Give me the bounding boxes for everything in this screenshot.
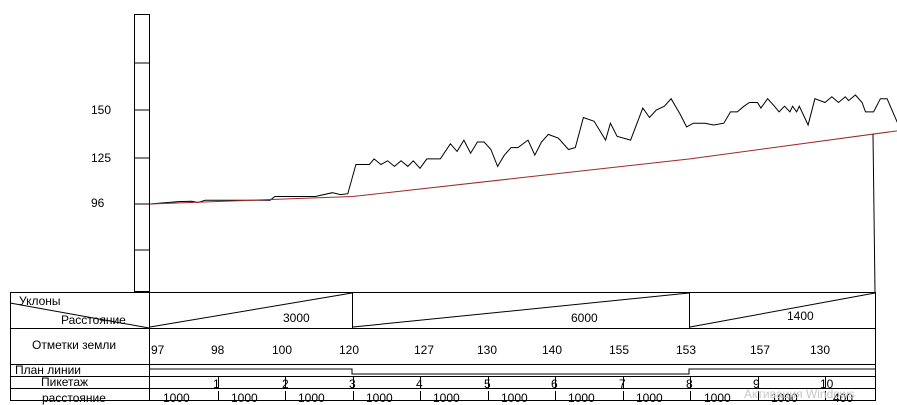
ground-mark-value: 97: [151, 343, 165, 357]
ground-mark-value: 155: [609, 343, 629, 357]
ground-mark-value: 157: [750, 343, 770, 357]
picket-number: 4: [416, 377, 423, 391]
picket-number: 2: [282, 377, 289, 391]
ground-mark-value: 120: [339, 343, 359, 357]
picket-number: 10: [820, 377, 834, 391]
ground-mark-value: 130: [477, 343, 497, 357]
distance-value: 1000: [568, 391, 595, 405]
distance-ticks: [218, 391, 826, 400]
picket-number: 5: [484, 377, 491, 391]
row-label-line-plan: План линии: [15, 363, 81, 377]
slope-value: 1400: [787, 309, 814, 323]
row-label-spacing: расстояние: [42, 391, 106, 405]
profile-table: [9, 292, 876, 401]
distance-value: 1000: [704, 391, 731, 405]
picket-number: 6: [551, 377, 558, 391]
picket-number: 3: [349, 377, 356, 391]
distance-value: 1000: [231, 391, 258, 405]
slope-value: 6000: [571, 311, 598, 325]
distance-value: 1000: [298, 391, 325, 405]
picket-number: 1: [213, 377, 220, 391]
picket-number: 7: [619, 377, 626, 391]
profile-end-line: [872, 133, 876, 293]
ground-mark-value: 130: [810, 343, 830, 357]
row-label-picket: Пикетаж: [41, 375, 88, 389]
row-label-ground-marks: Отметки земли: [32, 338, 116, 352]
ground-mark-value: 100: [272, 343, 292, 357]
picket-ticks: [218, 377, 826, 388]
activation-watermark: Активация Windows: [744, 387, 855, 401]
distance-value: 1000: [163, 391, 190, 405]
y-tick-label: 96: [91, 196, 105, 210]
design-grade-line: [149, 130, 897, 205]
ground-mark-value: 140: [542, 343, 562, 357]
row-label-distance: Расстояние: [61, 313, 126, 327]
ground-mark-value: 153: [676, 343, 696, 357]
vertical-scale-bar: [134, 14, 150, 292]
ground-mark-value: 98: [211, 343, 225, 357]
picket-number: 9: [753, 377, 760, 391]
row-label-slopes: Уклоны: [19, 294, 61, 308]
distance-value: 1000: [771, 391, 798, 405]
y-tick-label: 150: [91, 103, 111, 117]
distance-value: 1000: [366, 391, 393, 405]
slope-value: 3000: [283, 311, 310, 325]
picket-number: 8: [686, 377, 693, 391]
distance-value: 1000: [501, 391, 528, 405]
ground-mark-value: 127: [414, 343, 434, 357]
y-tick-label: 125: [91, 151, 111, 165]
distance-value: 400: [833, 391, 853, 405]
distance-value: 1000: [433, 391, 460, 405]
distance-value: 1000: [636, 391, 663, 405]
ground-profile-line: [149, 94, 897, 205]
